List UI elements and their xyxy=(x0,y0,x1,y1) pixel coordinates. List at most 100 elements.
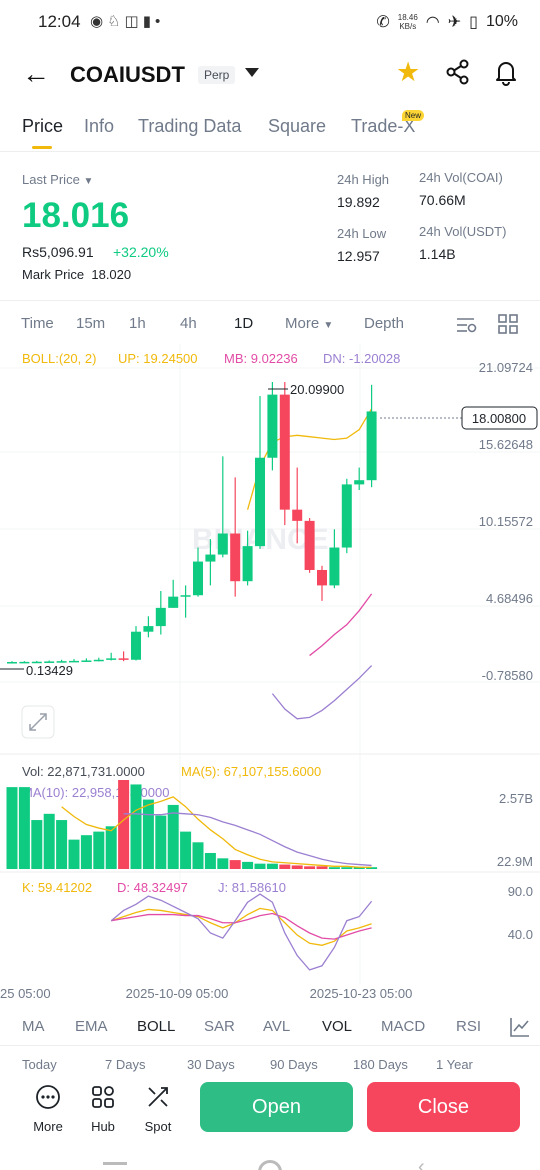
vol-label: Vol: 22,871,731.0000 xyxy=(22,764,145,779)
more-button[interactable]: More xyxy=(26,1084,70,1134)
volume-bar xyxy=(192,842,204,869)
new-badge: New xyxy=(402,110,425,121)
candle-body xyxy=(168,596,179,608)
volume-bar xyxy=(328,867,340,869)
range-180d[interactable]: 180 Days xyxy=(353,1057,408,1072)
symbol-title[interactable]: COAIUSDT xyxy=(70,62,185,87)
hub-label: Hub xyxy=(91,1119,115,1134)
candle-body xyxy=(106,658,117,660)
volume-bar xyxy=(217,858,229,869)
date-label-2: 2025-10-09 05:00 xyxy=(126,986,229,1001)
network-speed: 18.46 KB/s xyxy=(398,13,418,31)
price-axis-5: -0.78580 xyxy=(482,668,533,683)
indicator-vol[interactable]: VOL xyxy=(322,1018,353,1035)
volume-bar xyxy=(279,864,291,869)
range-1y[interactable]: 1 Year xyxy=(436,1057,473,1072)
vol-coai-value: 70.66M xyxy=(419,192,466,208)
date-label-3: 2025-10-23 05:00 xyxy=(310,986,413,1001)
range-30d[interactable]: 30 Days xyxy=(187,1057,235,1072)
interval-15m[interactable]: 15m xyxy=(76,315,106,332)
spot-button[interactable]: Spot xyxy=(136,1084,180,1134)
indicator-settings-icon[interactable] xyxy=(509,1016,531,1043)
tab-price[interactable]: Price xyxy=(22,116,64,136)
mark-price-value: 18.020 xyxy=(91,267,132,282)
last-price-label[interactable]: Last Price ▼ xyxy=(22,172,93,187)
candle-body xyxy=(267,394,278,458)
hub-button[interactable]: Hub xyxy=(81,1084,125,1134)
candle-body xyxy=(31,661,42,664)
volume-bar xyxy=(31,820,43,869)
kdj-lines xyxy=(110,893,373,971)
low-marker: 0.13429 xyxy=(26,663,73,678)
call-icon: ✆ xyxy=(376,14,390,31)
tab-trading-data[interactable]: Trading Data xyxy=(138,116,242,136)
battery-percent: 10% xyxy=(485,13,518,30)
indicator-avl[interactable]: AVL xyxy=(263,1018,291,1035)
candle-body xyxy=(193,561,203,596)
interval-bar: Time 15m 1h 4h 1D More ▼ Depth xyxy=(0,312,540,338)
kline-chart[interactable]: BINANCE BOLL:(20, 2) UP: 19.24500 MB: 9.… xyxy=(0,344,540,1009)
candle-body xyxy=(217,533,228,555)
volume-bar xyxy=(316,866,328,869)
price-change: +32.20% xyxy=(113,244,169,260)
status-bar: 12:04 ◉♘◫▮• ✆ 18.46 KB/s ◠ ✈ ▯ 10% xyxy=(0,0,540,44)
symbol-dropdown-icon[interactable] xyxy=(245,68,259,77)
indicator-ema[interactable]: EMA xyxy=(75,1018,108,1035)
range-7d[interactable]: 7 Days xyxy=(105,1057,146,1072)
price-axis-4: 4.68496 xyxy=(486,591,533,606)
boll-up-line xyxy=(246,408,373,510)
candle-body xyxy=(354,480,365,485)
notification-bell-icon[interactable] xyxy=(492,58,520,91)
kdj-k-line xyxy=(110,907,372,946)
price-axis-3: 10.15572 xyxy=(479,514,533,529)
candle-body xyxy=(366,411,377,481)
action-bar: More Hub Spot Open Close xyxy=(0,1078,540,1140)
tab-square[interactable]: Square xyxy=(268,116,327,136)
candle-body xyxy=(341,484,352,548)
range-90d[interactable]: 90 Days xyxy=(270,1057,318,1072)
spot-label: Spot xyxy=(144,1119,172,1134)
nav-back-icon[interactable]: ‹ xyxy=(418,1156,425,1170)
vol-usdt-value: 1.14B xyxy=(419,246,456,262)
indicator-boll[interactable]: BOLL xyxy=(137,1018,176,1035)
nav-home-icon[interactable] xyxy=(258,1160,282,1170)
tab-info[interactable]: Info xyxy=(84,116,115,136)
interval-more[interactable]: More ▼ xyxy=(285,315,333,332)
volume-bar xyxy=(155,815,167,869)
candle-body xyxy=(69,660,79,663)
range-today[interactable]: Today xyxy=(22,1057,57,1072)
indicator-rsi[interactable]: RSI xyxy=(456,1018,482,1035)
close-button[interactable]: Close xyxy=(367,1082,520,1132)
indicator-sar[interactable]: SAR xyxy=(204,1018,235,1035)
kline-svg[interactable]: BINANCE BOLL:(20, 2) UP: 19.24500 MB: 9.… xyxy=(0,344,540,1009)
favorite-star-icon[interactable]: ★ xyxy=(396,57,421,87)
indicator-macd[interactable]: MACD xyxy=(381,1018,426,1035)
candle-body xyxy=(279,394,290,510)
tab-trade-x[interactable]: Trade-X xyxy=(351,116,416,136)
boll-up: UP: 19.24500 xyxy=(118,351,198,366)
interval-depth[interactable]: Depth xyxy=(364,315,405,332)
candle-body xyxy=(205,554,216,562)
tabs-divider xyxy=(0,151,540,152)
interval-1h[interactable]: 1h xyxy=(129,315,146,332)
back-arrow-icon[interactable]: ← xyxy=(22,58,50,89)
hub-icon xyxy=(92,1086,114,1108)
volume-bar xyxy=(105,826,117,869)
nav-recents-icon[interactable] xyxy=(103,1162,127,1165)
vol-axis-2: 22.9M xyxy=(497,854,533,869)
vol-usdt-label: 24h Vol(USDT) xyxy=(419,224,507,239)
vol-axis-1: 2.57B xyxy=(499,791,533,806)
indicator-ma[interactable]: MA xyxy=(22,1018,45,1035)
volume-bar xyxy=(341,867,353,869)
price-panel: Last Price ▼ 18.016 Rs5,096.91 +32.20% M… xyxy=(0,160,540,300)
share-icon[interactable] xyxy=(444,58,472,91)
boll-dn-line xyxy=(309,593,373,657)
interval-time[interactable]: Time xyxy=(21,315,54,332)
candle-body xyxy=(56,661,67,663)
expand-chart-icon[interactable] xyxy=(21,705,55,739)
interval-4h[interactable]: 4h xyxy=(180,315,197,332)
open-button[interactable]: Open xyxy=(200,1082,353,1132)
layout-grid-icon[interactable] xyxy=(498,314,518,339)
interval-1d[interactable]: 1D xyxy=(234,315,254,332)
chart-settings-icon[interactable] xyxy=(456,315,478,340)
